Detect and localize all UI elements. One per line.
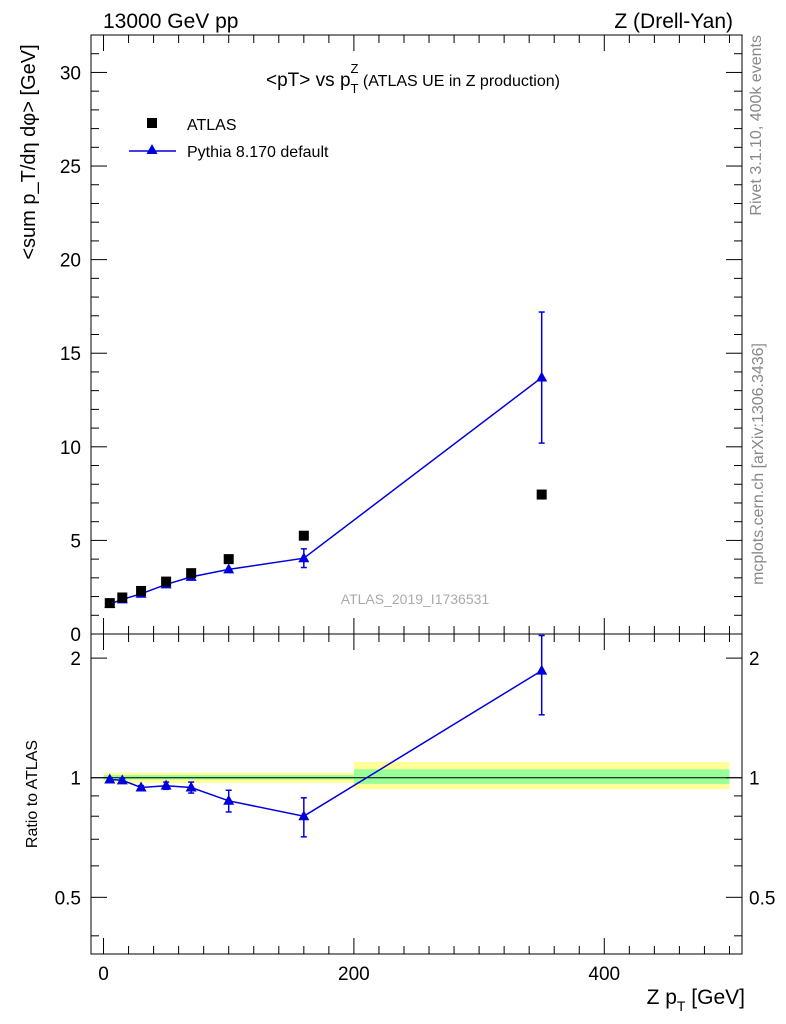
atlas-point <box>117 592 128 603</box>
legend: ATLAS Pythia 8.170 default <box>129 117 329 161</box>
pythia-point <box>223 563 235 574</box>
main-ytick-label: 15 <box>60 344 81 365</box>
legend-atlas-label: ATLAS <box>187 117 237 134</box>
ratio-ytick-label-right: 1 <box>749 769 760 790</box>
ratio-point <box>160 779 172 790</box>
pythia-series-line <box>109 377 543 605</box>
legend-pythia-label: Pythia 8.170 default <box>187 144 329 161</box>
ratio-series-line <box>109 669 543 817</box>
xlabel: Z pT [GeV] <box>647 986 745 1014</box>
main-title-sub: T <box>351 81 359 96</box>
atlas-point <box>298 530 309 541</box>
main-ylabel: <sum p_T/dη dφ> [GeV] <box>18 44 40 259</box>
ratio-point <box>116 774 128 785</box>
ratio-ytick-label-right: 2 <box>749 649 760 670</box>
mcplots-label: mcplots.cern.ch [arXiv:1306.3436] <box>750 343 767 585</box>
ratio-ytick-labels: 0.5 0.5 1 1 2 2 <box>55 649 776 909</box>
ratio-ytick-label-left: 2 <box>70 649 81 670</box>
main-title-text: <pT> vs p <box>266 70 351 91</box>
legend-pythia-marker <box>146 144 158 154</box>
atlas-point <box>186 568 197 579</box>
main-ytick-label: 30 <box>60 63 81 84</box>
ratio-ytick-label-left: 1 <box>70 769 81 790</box>
ratio-ytick-label-right: 0.5 <box>749 888 775 909</box>
atlas-point <box>223 554 234 565</box>
main-axis-ticks <box>91 34 742 635</box>
pythia-point <box>298 552 310 563</box>
main-title-sup: Z <box>350 61 358 76</box>
header-right: Z (Drell-Yan) <box>614 10 733 33</box>
main-ytick-label: 20 <box>60 251 81 272</box>
ratio-point <box>223 794 235 805</box>
ratio-point <box>298 810 310 821</box>
ratio-ytick-label-left: 0.5 <box>55 888 81 909</box>
ratio-uncertainty-bands <box>103 762 730 790</box>
ratio-data-marks <box>104 634 548 838</box>
ratio-panel: 0.5 0.5 1 1 2 2 0 200 400 Ratio to ATLAS Z pT [… <box>24 633 776 1014</box>
ratio-point <box>536 664 548 675</box>
ratio-band-inner <box>353 769 730 784</box>
legend-atlas-marker <box>147 118 157 128</box>
main-data-marks <box>104 311 548 609</box>
xlabel-sub: T <box>677 998 686 1014</box>
atlas-point <box>536 489 547 500</box>
ratio-point <box>185 781 197 792</box>
main-ytick-label: 0 <box>70 625 81 646</box>
ratio-point <box>104 773 116 784</box>
ratio-point <box>135 781 147 792</box>
main-panel: 0 5 10 15 20 25 30 <pT> vs pTZ (ATLAS UE in Z … <box>18 34 743 646</box>
pythia-point <box>536 371 548 382</box>
ratio-ylabel: Ratio to ATLAS <box>24 740 41 848</box>
xtick-label: 0 <box>98 964 109 985</box>
atlas-point <box>136 585 147 596</box>
main-ytick-label: 25 <box>60 157 81 178</box>
xtick-label: 200 <box>338 964 370 985</box>
main-title: <pT> vs pTZ (ATLAS UE in Z production) <box>266 61 560 96</box>
atlas-point <box>161 576 172 587</box>
atlas-point <box>104 598 115 609</box>
analysis-watermark: ATLAS_2019_I1736531 <box>341 591 490 607</box>
xlabel-text: Z p <box>647 986 677 1009</box>
main-title-rest: (ATLAS UE in Z production) <box>358 73 560 90</box>
main-ytick-label: 5 <box>70 531 81 552</box>
ratio-plot-frame <box>90 633 743 955</box>
header-left: 13000 GeV pp <box>103 10 238 33</box>
main-ytick-label: 10 <box>60 438 81 459</box>
ratio-axis-ticks <box>91 634 742 954</box>
rivet-label: Rivet 3.1.10, 400k events <box>748 35 765 216</box>
main-ytick-labels: 0 5 10 15 20 25 30 <box>60 63 81 646</box>
xtick-labels: 0 200 400 <box>98 964 620 985</box>
xtick-label: 400 <box>588 964 620 985</box>
xlabel-rest: [GeV] <box>685 986 745 1009</box>
